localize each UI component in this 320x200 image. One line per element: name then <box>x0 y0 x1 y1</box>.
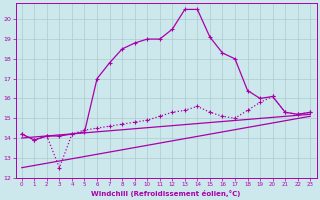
X-axis label: Windchill (Refroidissement éolien,°C): Windchill (Refroidissement éolien,°C) <box>91 190 241 197</box>
